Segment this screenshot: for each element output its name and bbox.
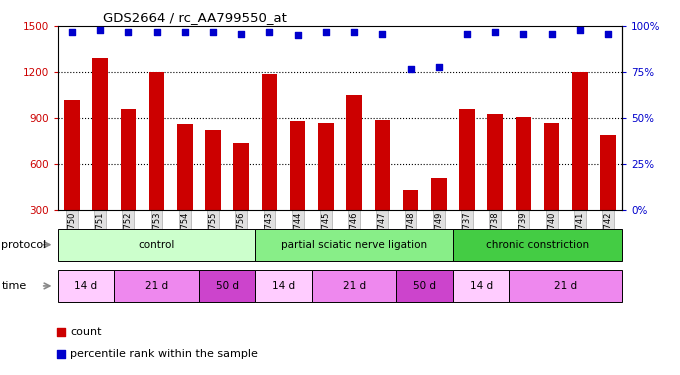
Bar (64, 100, 80, 210)
Bar (262, 74, 277, 210)
Bar (58, 229, 256, 261)
Text: 50 d: 50 d (216, 281, 239, 291)
Point (56, 351, 67, 357)
Text: chronic constriction: chronic constriction (486, 240, 589, 250)
Point (377, 31, 388, 37)
Bar (403, 190, 418, 210)
Text: partial sciatic nerve ligation: partial sciatic nerve ligation (281, 240, 427, 250)
Point (575, 27, 585, 33)
Bar (114, 270, 199, 302)
Bar (544, 123, 560, 210)
Text: 14 d: 14 d (74, 281, 98, 291)
Bar (290, 121, 305, 210)
Bar (515, 117, 531, 210)
Bar (318, 123, 334, 210)
Bar (396, 270, 453, 302)
Text: 14 d: 14 d (469, 281, 493, 291)
Point (292, 33, 303, 39)
Point (123, 29, 134, 35)
Point (546, 31, 557, 37)
Point (236, 31, 247, 37)
Text: control: control (139, 240, 175, 250)
Text: count: count (70, 327, 101, 337)
Bar (453, 270, 509, 302)
Text: GDS2664 / rc_AA799550_at: GDS2664 / rc_AA799550_at (103, 11, 287, 24)
Point (518, 31, 529, 37)
Bar (233, 142, 249, 210)
Point (207, 29, 218, 35)
Text: 14 d: 14 d (272, 281, 295, 291)
Text: percentile rank within the sample: percentile rank within the sample (70, 350, 258, 359)
Text: protocol: protocol (1, 240, 47, 250)
Point (67, 29, 78, 35)
Bar (58, 270, 114, 302)
Point (95, 27, 105, 33)
Text: 21 d: 21 d (554, 281, 577, 291)
Bar (375, 120, 390, 210)
Bar (199, 270, 256, 302)
Bar (600, 135, 616, 210)
Bar (120, 109, 136, 210)
Text: time: time (1, 281, 27, 291)
Point (405, 66, 416, 72)
Bar (92, 58, 108, 210)
Point (490, 29, 500, 35)
Bar (488, 114, 503, 210)
Point (180, 29, 190, 35)
Bar (459, 109, 475, 210)
Point (462, 31, 473, 37)
Bar (256, 270, 312, 302)
Point (264, 29, 275, 35)
Text: 21 d: 21 d (145, 281, 168, 291)
Bar (346, 95, 362, 210)
Bar (453, 229, 622, 261)
Bar (431, 178, 447, 210)
Point (320, 29, 331, 35)
Bar (256, 229, 453, 261)
Text: 50 d: 50 d (413, 281, 436, 291)
Text: 21 d: 21 d (343, 281, 366, 291)
Point (602, 31, 613, 37)
Point (56, 329, 67, 335)
Bar (509, 270, 622, 302)
Point (349, 29, 360, 35)
Bar (311, 270, 396, 302)
Bar (572, 72, 588, 210)
Point (151, 29, 162, 35)
Bar (149, 72, 165, 210)
Bar (205, 130, 221, 210)
Point (433, 64, 444, 70)
Bar (177, 124, 192, 210)
